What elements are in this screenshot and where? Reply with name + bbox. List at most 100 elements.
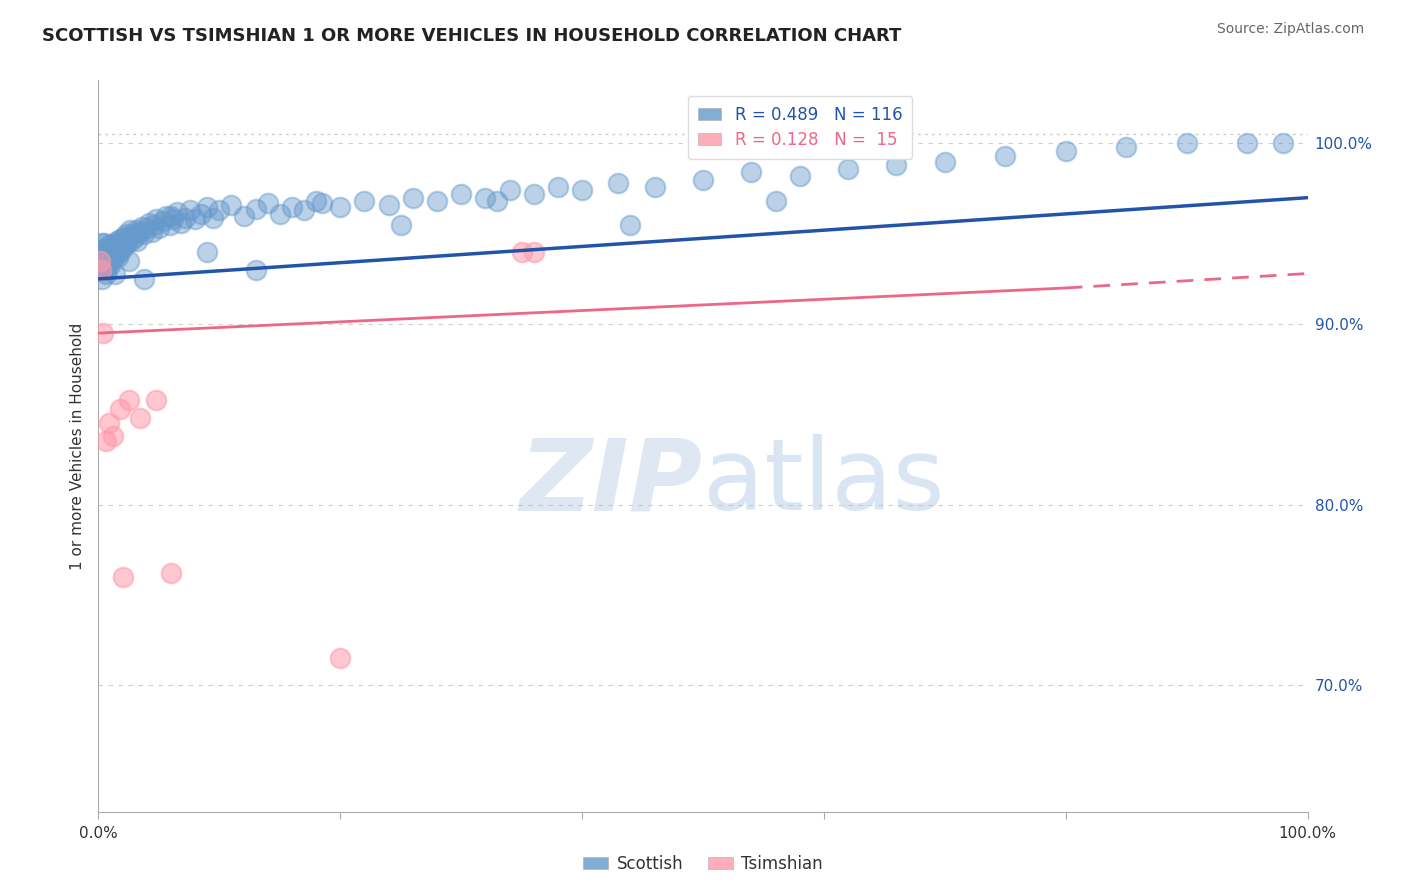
Point bbox=[118, 253, 141, 268]
Point bbox=[100, 237, 122, 252]
Point bbox=[112, 230, 135, 244]
Point bbox=[837, 161, 859, 176]
Point bbox=[96, 263, 118, 277]
Point bbox=[162, 212, 184, 227]
Point bbox=[292, 203, 315, 218]
Point bbox=[100, 244, 122, 259]
Point bbox=[498, 184, 520, 198]
Point bbox=[305, 194, 328, 209]
Point bbox=[426, 194, 449, 209]
Point bbox=[91, 326, 114, 340]
Point bbox=[281, 200, 304, 214]
Point bbox=[134, 272, 156, 286]
Point bbox=[789, 169, 811, 183]
Point bbox=[103, 235, 125, 250]
Point bbox=[174, 211, 197, 225]
Point bbox=[115, 227, 138, 241]
Point bbox=[96, 244, 118, 259]
Text: atlas: atlas bbox=[703, 434, 945, 531]
Point bbox=[179, 203, 201, 218]
Point bbox=[202, 211, 225, 225]
Point bbox=[740, 165, 762, 179]
Point bbox=[190, 207, 212, 221]
Point bbox=[145, 212, 167, 227]
Text: Source: ZipAtlas.com: Source: ZipAtlas.com bbox=[1216, 22, 1364, 37]
Point bbox=[208, 203, 231, 218]
Point bbox=[486, 194, 509, 209]
Point bbox=[141, 225, 163, 239]
Point bbox=[523, 187, 546, 202]
Legend: Scottish, Tsimshian: Scottish, Tsimshian bbox=[576, 848, 830, 880]
Point bbox=[93, 248, 115, 262]
Point bbox=[89, 253, 111, 268]
Point bbox=[134, 227, 156, 241]
Point bbox=[104, 267, 127, 281]
Point bbox=[389, 218, 412, 232]
Point bbox=[127, 234, 149, 248]
Point bbox=[97, 237, 120, 252]
Point bbox=[124, 230, 146, 244]
Point bbox=[94, 241, 117, 255]
Point bbox=[110, 235, 132, 250]
Point bbox=[121, 227, 143, 241]
Point bbox=[108, 401, 131, 416]
Point bbox=[523, 244, 546, 259]
Y-axis label: 1 or more Vehicles in Household: 1 or more Vehicles in Household bbox=[69, 322, 84, 570]
Point bbox=[107, 237, 129, 252]
Point bbox=[94, 267, 117, 281]
Point bbox=[89, 244, 111, 259]
Point bbox=[108, 239, 131, 253]
Point bbox=[105, 246, 128, 260]
Point bbox=[160, 209, 183, 223]
Point bbox=[98, 252, 121, 266]
Point bbox=[94, 255, 117, 269]
Point bbox=[93, 263, 115, 277]
Point bbox=[256, 196, 278, 211]
Point bbox=[91, 272, 114, 286]
Point bbox=[402, 191, 425, 205]
Point bbox=[195, 244, 218, 259]
Point bbox=[90, 263, 112, 277]
Point bbox=[329, 651, 352, 665]
Point bbox=[644, 179, 666, 194]
Point bbox=[90, 263, 112, 277]
Legend: R = 0.489   N = 116, R = 0.128   N =  15: R = 0.489 N = 116, R = 0.128 N = 15 bbox=[688, 96, 912, 159]
Point bbox=[619, 218, 641, 232]
Point bbox=[221, 198, 243, 212]
Point bbox=[118, 223, 141, 237]
Point bbox=[91, 263, 114, 277]
Point bbox=[118, 392, 141, 407]
Point bbox=[1054, 144, 1077, 158]
Point bbox=[97, 252, 120, 266]
Point bbox=[886, 158, 908, 172]
Point bbox=[117, 235, 139, 250]
Point bbox=[934, 154, 956, 169]
Point bbox=[450, 187, 472, 202]
Point bbox=[143, 218, 166, 232]
Point bbox=[135, 221, 157, 235]
Point bbox=[108, 232, 131, 246]
Point bbox=[111, 570, 134, 584]
Point bbox=[90, 253, 112, 268]
Point bbox=[101, 252, 124, 266]
Point bbox=[245, 263, 267, 277]
Point bbox=[107, 250, 129, 264]
Point bbox=[232, 209, 254, 223]
Point bbox=[1272, 136, 1295, 151]
Point bbox=[125, 223, 148, 237]
Point bbox=[128, 225, 150, 239]
Point bbox=[160, 566, 183, 581]
Text: SCOTTISH VS TSIMSHIAN 1 OR MORE VEHICLES IN HOUSEHOLD CORRELATION CHART: SCOTTISH VS TSIMSHIAN 1 OR MORE VEHICLES… bbox=[42, 27, 901, 45]
Point bbox=[547, 179, 569, 194]
Point bbox=[269, 207, 291, 221]
Text: ZIP: ZIP bbox=[520, 434, 703, 531]
Point bbox=[159, 218, 181, 232]
Point bbox=[114, 237, 136, 252]
Point bbox=[152, 214, 174, 228]
Point bbox=[101, 429, 124, 443]
Point bbox=[105, 234, 128, 248]
Point bbox=[98, 241, 121, 255]
Point bbox=[103, 248, 125, 262]
Point bbox=[311, 196, 333, 211]
Point bbox=[994, 149, 1017, 163]
